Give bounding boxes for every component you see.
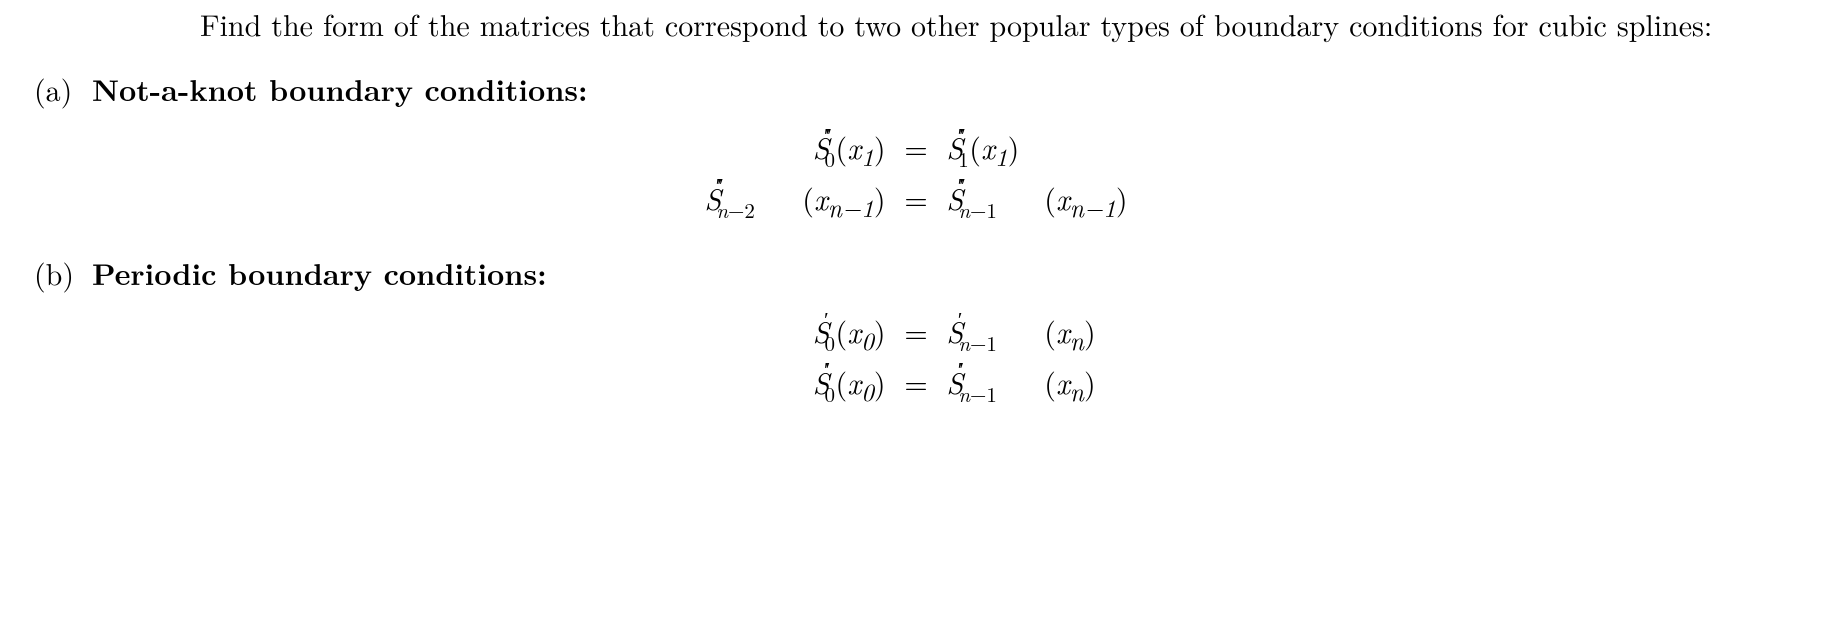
- eq-a1-left: S′′′0(x1): [813, 125, 886, 168]
- part-b: (b) Periodic boundary conditions:: [34, 253, 1792, 294]
- part-b-label: (b): [34, 253, 78, 294]
- page: Find the form of the matrices that corre…: [0, 0, 1832, 457]
- equation-b2: S′′0(x0) = S′′n−1(xn): [20, 362, 1812, 409]
- eq-a1-right: S′′′1(x1): [946, 125, 1019, 168]
- equals-sign: =: [896, 176, 935, 219]
- eq-b2-right: S′′n−1(xn): [946, 360, 1095, 403]
- equals-sign: =: [896, 360, 935, 403]
- eq-a2-left: S′′′n−2(xn−1): [704, 176, 885, 219]
- equations-b: S′0(x0) = S′n−1(xn) S′′0(x0) = S′′n−1(xn…: [20, 311, 1812, 409]
- equation-a1: S′′′0(x1) = S′′′1(x1): [20, 127, 1812, 174]
- equation-b1: S′0(x0) = S′n−1(xn): [20, 311, 1812, 358]
- part-a-label: (a): [34, 69, 78, 110]
- intro-paragraph: Find the form of the matrices that corre…: [20, 4, 1812, 45]
- equals-sign: =: [896, 309, 935, 352]
- equations-a: S′′′0(x1) = S′′′1(x1) S′′′n−2(xn−1) = S′…: [20, 127, 1812, 225]
- eq-b2-left: S′′0(x0): [813, 360, 886, 403]
- equation-a2: S′′′n−2(xn−1) = S′′′n−1(xn−1): [20, 178, 1812, 225]
- eq-a2-right: S′′′n−1(xn−1): [946, 176, 1127, 219]
- eq-b1-right: S′n−1(xn): [946, 309, 1095, 352]
- part-a: (a) Not-a-knot boundary conditions:: [34, 69, 1792, 110]
- part-a-heading: Not-a-knot boundary conditions:: [92, 69, 588, 110]
- equals-sign: =: [896, 125, 935, 168]
- eq-b1-left: S′0(x0): [813, 309, 886, 352]
- part-b-heading: Periodic boundary conditions:: [92, 253, 547, 294]
